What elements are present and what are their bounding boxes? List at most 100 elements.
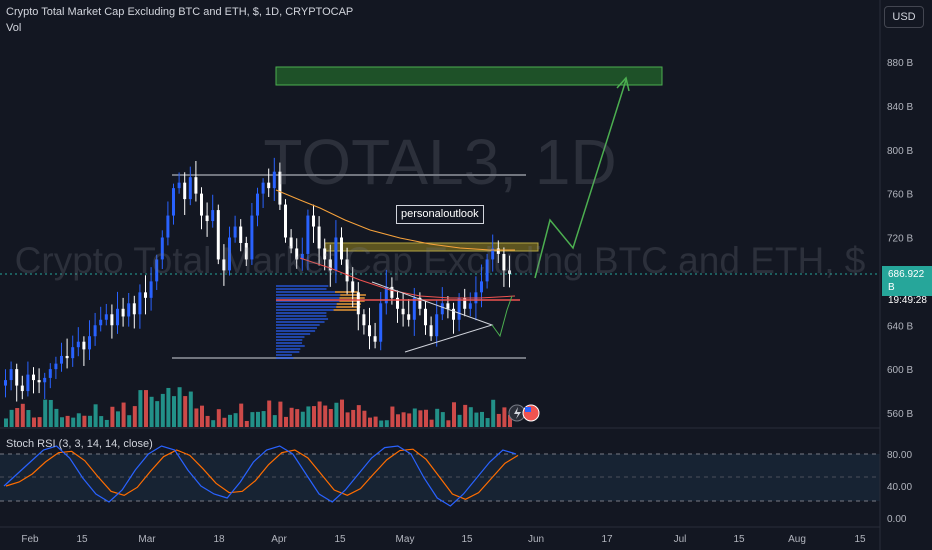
- candle-body: [244, 242, 248, 260]
- volume-bar: [278, 401, 283, 427]
- candles: [4, 157, 511, 402]
- volume-bar: [379, 420, 384, 427]
- time-tick-label: 18: [213, 534, 225, 545]
- volume-bar: [474, 412, 479, 427]
- candle-body: [15, 369, 19, 386]
- candle-body: [93, 325, 97, 337]
- candle-body: [99, 319, 103, 326]
- candle-body: [463, 297, 467, 309]
- volume-bar: [4, 418, 8, 427]
- volume-profile-bar-value-area: [339, 300, 365, 302]
- candle-body: [368, 325, 371, 337]
- volume-label: Vol: [6, 22, 22, 34]
- rsi-axis: 80.00 40.00 0.00: [887, 450, 912, 525]
- volume-bar: [37, 417, 42, 427]
- annotation-label[interactable]: personaloutlook: [396, 205, 484, 224]
- candle-body: [401, 308, 405, 315]
- triangle-pattern: [371, 281, 494, 353]
- volume-bar: [43, 399, 48, 427]
- volume-bar: [60, 417, 64, 427]
- candle-body: [278, 171, 282, 205]
- candle-body: [222, 259, 226, 271]
- volume-bar: [401, 412, 406, 427]
- volume-bar: [104, 419, 109, 427]
- volume-bar: [239, 403, 244, 427]
- volume-profile-bar: [276, 348, 301, 350]
- time-tick-label: May: [396, 534, 415, 545]
- volume-profile-bar: [276, 324, 320, 326]
- time-tick-label: 15: [461, 534, 473, 545]
- volume-bar: [412, 408, 417, 427]
- candle-body: [502, 253, 506, 271]
- moving-average-red: [299, 257, 516, 299]
- volume-bar: [485, 418, 490, 427]
- candle-body: [211, 210, 215, 222]
- volume-bar: [317, 401, 322, 427]
- volume-bar: [396, 414, 400, 427]
- candle-body: [205, 215, 209, 222]
- volume-bar: [306, 406, 311, 427]
- candle-body: [194, 177, 198, 194]
- candle-body: [480, 281, 483, 293]
- candle-body: [233, 226, 237, 238]
- volume-bar: [446, 420, 451, 427]
- volume-profile-bar: [276, 339, 303, 341]
- volume-bar: [132, 406, 137, 427]
- candle-body: [317, 226, 321, 249]
- volume-profile-bar: [276, 315, 327, 317]
- candle-body: [351, 281, 355, 293]
- candle-body: [20, 385, 24, 392]
- volume-bar: [384, 420, 389, 427]
- candle-body: [104, 314, 108, 320]
- candle-body: [267, 182, 271, 189]
- candle-body: [239, 226, 243, 243]
- time-tick-label: 17: [601, 534, 613, 545]
- candle-body: [452, 308, 455, 320]
- volume-profile-bar: [276, 345, 305, 347]
- candle-body: [284, 204, 287, 238]
- projection-arrow-head: [616, 76, 630, 92]
- volume-bar: [222, 417, 227, 427]
- candle-body: [345, 259, 349, 282]
- candle-body: [446, 303, 450, 309]
- candle-body: [362, 314, 366, 326]
- volume-bar: [267, 400, 272, 427]
- candle-body: [373, 336, 377, 342]
- candle-body: [183, 182, 187, 200]
- time-tick-label: 15: [854, 534, 866, 545]
- candle-body: [306, 215, 310, 254]
- volume-bar: [9, 409, 14, 427]
- volume-bar: [312, 406, 316, 427]
- candle-body: [149, 281, 153, 298]
- candle-body: [390, 286, 394, 298]
- volume-profile-bar: [276, 321, 325, 323]
- volume-bar: [116, 411, 120, 427]
- candle-body: [138, 292, 142, 315]
- candle-body: [54, 363, 58, 370]
- volume-profile-bar-value-area: [339, 297, 365, 299]
- volume-bars: [4, 387, 512, 427]
- volume-bar: [261, 411, 266, 427]
- volume-bar: [121, 402, 126, 427]
- volume-profile-bar: [276, 336, 305, 338]
- moving-average-orange: [275, 189, 515, 251]
- volume-bar: [256, 411, 260, 427]
- candle-body: [407, 314, 411, 320]
- candle-body: [88, 336, 91, 350]
- candle-body: [43, 377, 47, 383]
- volume-bar: [496, 413, 501, 427]
- volume-bar: [440, 412, 445, 427]
- candle-body: [323, 248, 327, 260]
- currency-button[interactable]: USD: [884, 6, 924, 28]
- candle-body: [334, 237, 338, 271]
- volume-bar: [362, 410, 367, 427]
- volume-bar: [144, 390, 148, 427]
- volume-bar: [200, 405, 204, 427]
- volume-bar: [26, 410, 31, 427]
- volume-profile-bar: [276, 309, 334, 311]
- volume-bar: [233, 413, 238, 427]
- volume-bar: [54, 408, 59, 427]
- volume-bar: [502, 407, 507, 427]
- candle-body: [256, 193, 259, 216]
